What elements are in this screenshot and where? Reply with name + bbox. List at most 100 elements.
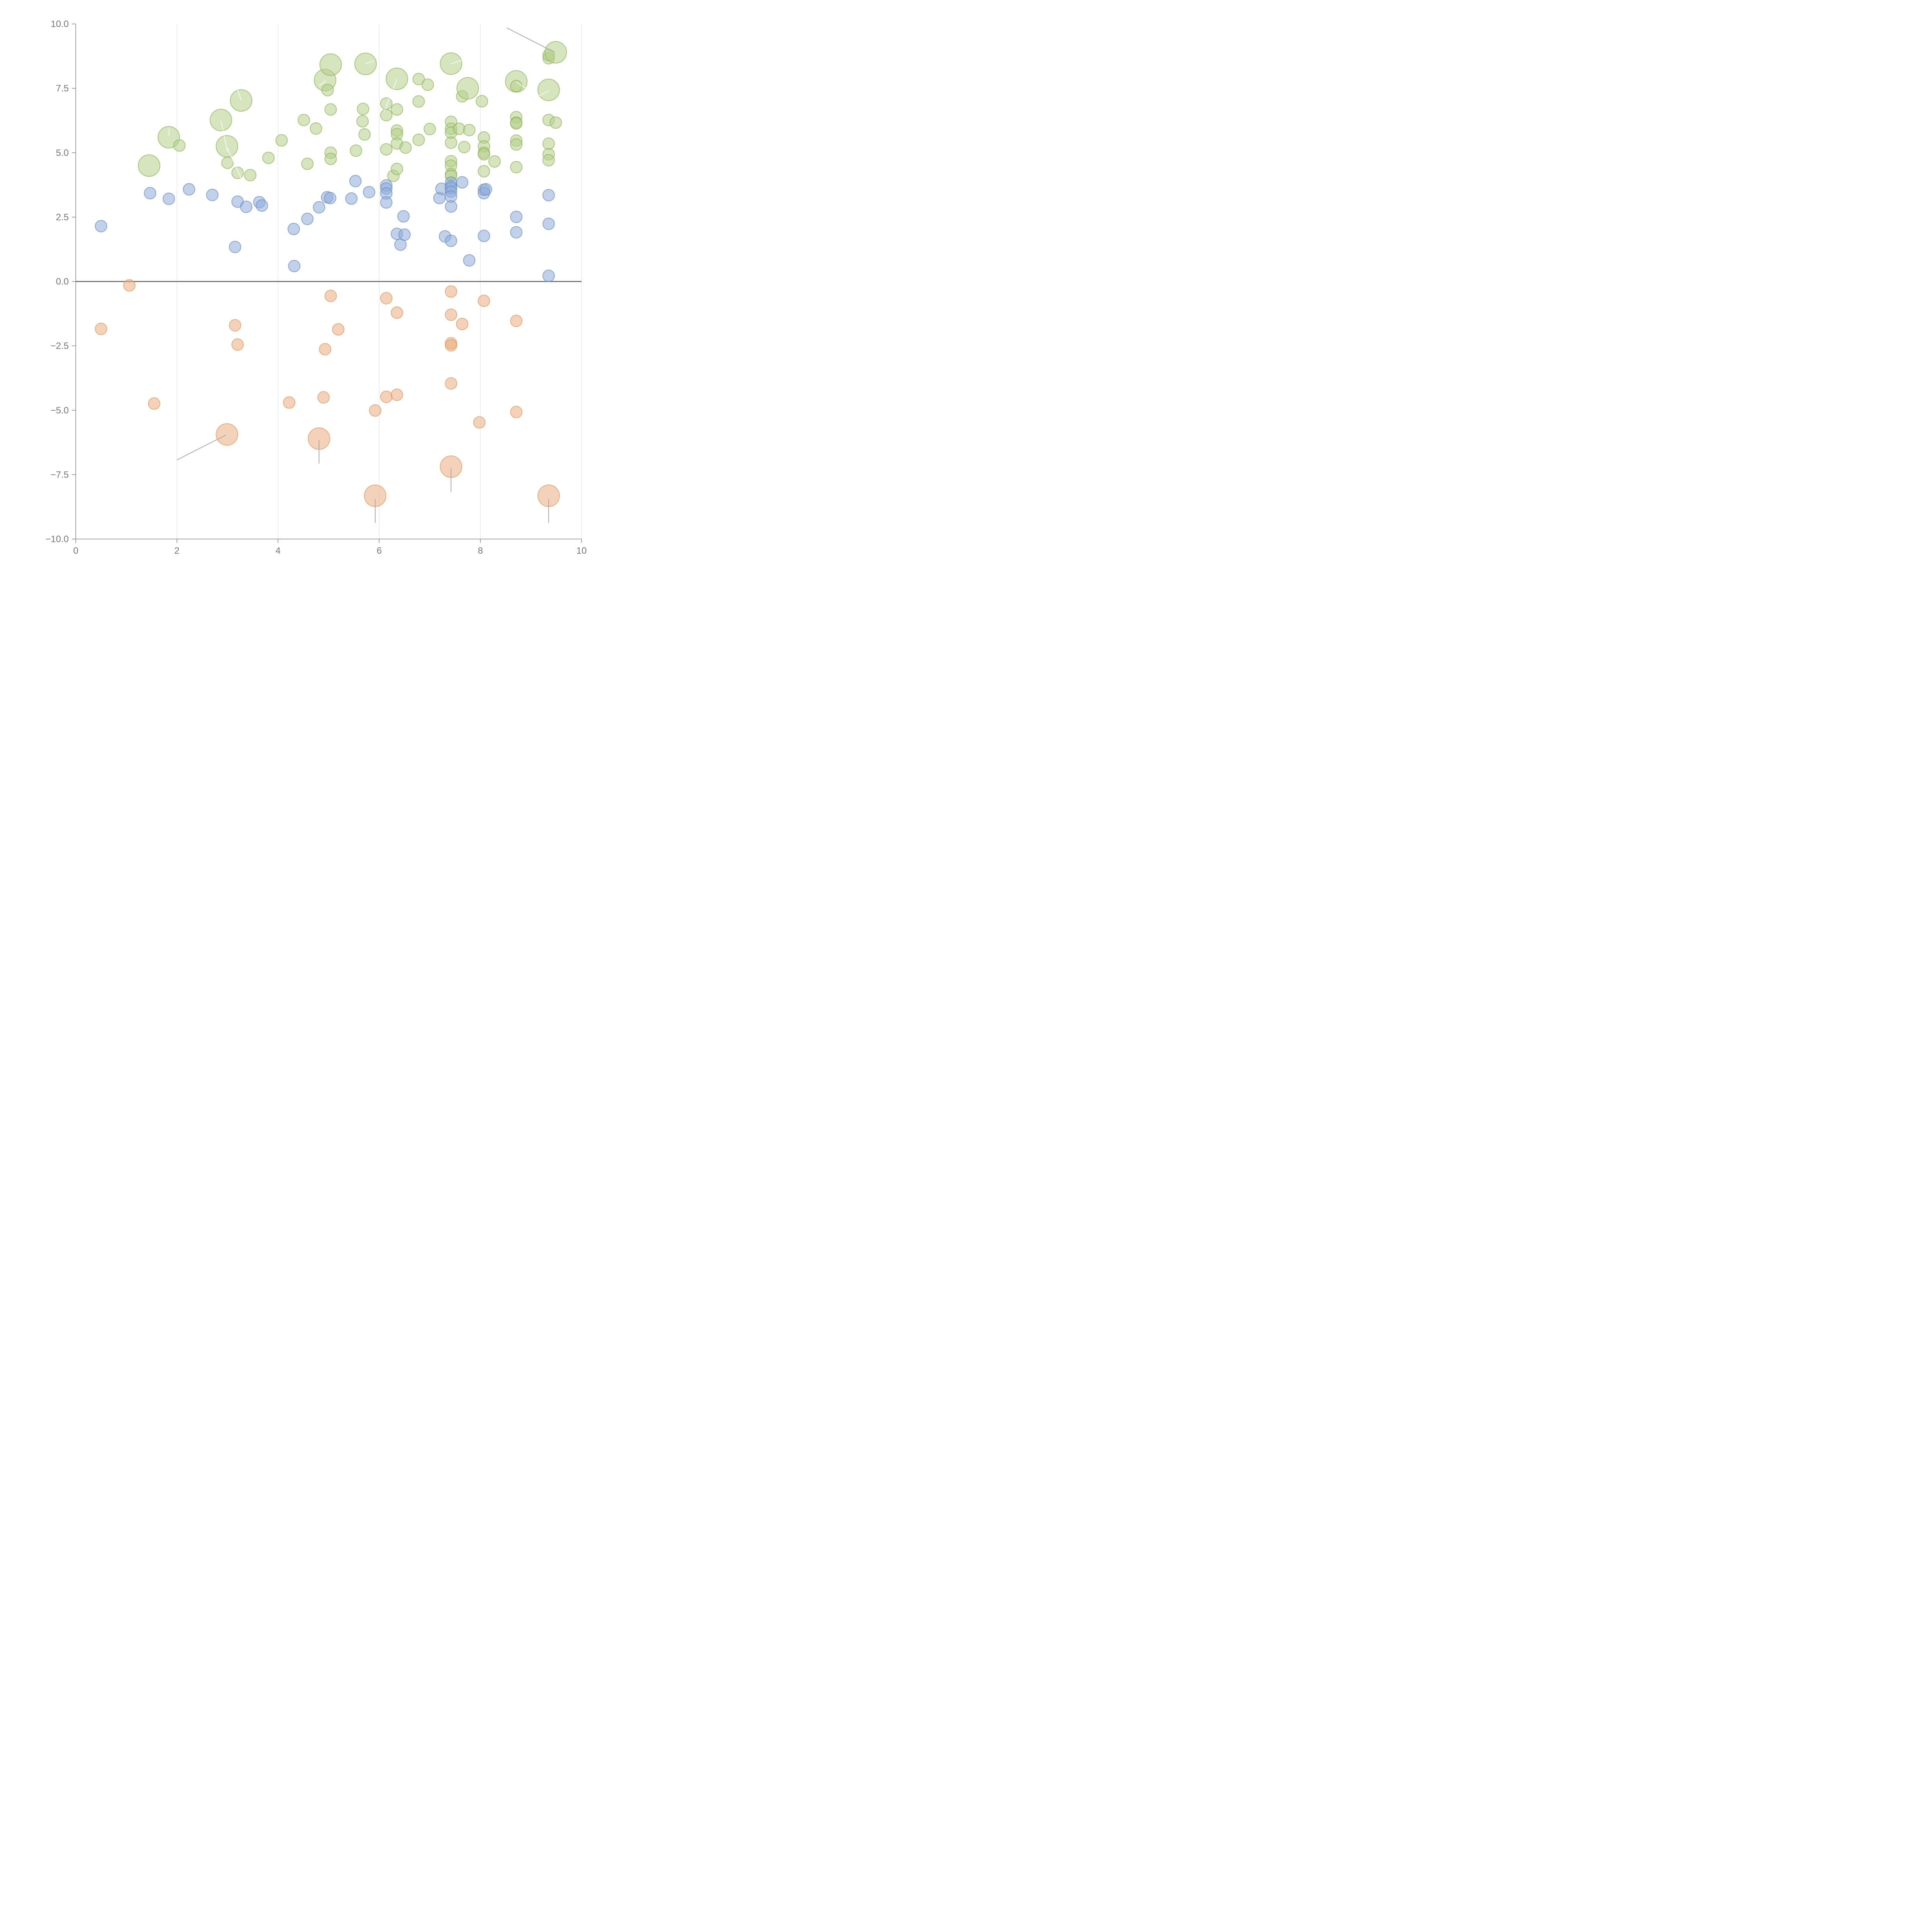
leader-line: [516, 82, 526, 89]
blue-data-point: [95, 220, 107, 233]
green-data-point: [386, 67, 408, 90]
green-data-point: [209, 109, 232, 131]
green-data-point: [244, 169, 257, 182]
x-tick-label: 0: [73, 546, 78, 556]
blue-data-point: [463, 254, 476, 267]
blue-data-point: [144, 187, 156, 199]
green-data-point: [412, 95, 425, 108]
x-tick-label: 6: [377, 546, 382, 556]
green-data-point: [358, 128, 371, 141]
orange-data-point: [319, 343, 332, 355]
x-tick-label: 8: [478, 546, 483, 556]
green-data-point: [445, 136, 457, 149]
blue-data-point: [445, 235, 457, 247]
orange-data-point: [445, 308, 457, 321]
blue-data-point: [397, 210, 410, 223]
x-tick-label: 4: [276, 546, 281, 556]
green-data-point: [537, 78, 560, 101]
leader-line: [237, 89, 242, 100]
orange-data-point: [380, 391, 393, 403]
y-tick-label: 10.0: [51, 19, 69, 29]
orange-data-point: [229, 319, 242, 332]
orange-data-point: [478, 294, 490, 307]
blue-data-point: [301, 213, 314, 225]
orange-data-point: [95, 323, 107, 335]
leader-lines-layer: [168, 27, 555, 523]
blue-data-point: [510, 226, 523, 239]
blue-data-point: [313, 201, 325, 214]
leader-line: [384, 79, 398, 112]
green-data-point: [412, 73, 425, 85]
green-data-point: [357, 102, 369, 115]
leader-line: [506, 27, 555, 53]
green-data-point: [310, 122, 322, 135]
orange-data-point: [123, 279, 136, 292]
y-tick-label: 7.5: [56, 83, 69, 94]
green-data-point: [476, 95, 488, 107]
green-data-point: [298, 114, 310, 126]
x-tick-label: 2: [174, 546, 179, 556]
blue-data-point: [478, 230, 490, 242]
blue-data-point: [324, 192, 337, 204]
blue-data-point: [183, 183, 196, 196]
blue-data-point: [255, 199, 268, 212]
orange-data-point: [324, 289, 337, 302]
green-data-point: [380, 109, 393, 121]
x-tick-label: 10: [577, 546, 587, 556]
orange-data-point: [369, 404, 381, 417]
orange-data-point: [216, 423, 238, 446]
green-data-point: [422, 78, 434, 91]
green-data-point: [458, 141, 471, 153]
blue-data-point: [380, 196, 393, 209]
green-data-point: [510, 138, 523, 151]
blue-data-point: [363, 186, 376, 199]
blue-data-point: [542, 189, 555, 202]
green-data-point: [350, 144, 362, 157]
green-data-point: [549, 116, 562, 129]
orange-data-point: [510, 315, 523, 327]
green-data-point: [456, 77, 479, 100]
green-data-point: [221, 156, 234, 169]
y-tick-label: −7.5: [51, 469, 69, 480]
green-data-point: [478, 165, 490, 178]
leader-line: [226, 147, 247, 190]
green-data-point: [510, 117, 523, 130]
orange-data-point: [445, 377, 457, 390]
leader-line: [319, 80, 327, 86]
green-data-point: [324, 153, 337, 165]
tick-labels-layer: 10.0 7.5 5.0 2.5 0.0 −2.5 −5.0 −7.5 −10.0 0 2 4 6 8 10: [45, 19, 587, 556]
orange-data-point: [445, 285, 457, 298]
orange-data-point: [148, 397, 160, 410]
leader-line: [451, 60, 463, 65]
blue-data-point: [480, 183, 492, 196]
orange-data-point: [283, 396, 296, 409]
green-data-point: [542, 137, 555, 150]
green-data-point: [230, 89, 253, 112]
orange-data-point: [380, 292, 393, 304]
green-data-point: [453, 122, 466, 135]
green-data-point: [391, 103, 403, 116]
blue-data-point: [445, 200, 457, 213]
green-data-point: [138, 154, 160, 177]
blue-data-point: [288, 260, 301, 272]
green-data-point: [380, 97, 393, 110]
y-tick-label: 2.5: [56, 212, 69, 223]
green-data-point: [423, 122, 436, 135]
y-tick-label: −5.0: [51, 405, 69, 416]
blue-data-point: [287, 223, 300, 235]
y-tick-label: −10.0: [45, 534, 69, 544]
leader-line: [538, 90, 549, 97]
green-data-point: [324, 103, 337, 116]
y-tick-label: 5.0: [56, 148, 69, 158]
axes-layer: [75, 24, 582, 539]
blue-data-point: [240, 201, 253, 213]
blue-data-point: [398, 228, 411, 241]
green-data-point: [463, 124, 476, 136]
orange-data-point: [317, 391, 330, 404]
blue-data-point: [542, 218, 555, 230]
blue-data-point: [510, 211, 523, 223]
green-data-point: [544, 41, 567, 64]
blue-data-point: [349, 175, 362, 187]
leader-line: [220, 120, 228, 152]
y-tick-label: 0.0: [56, 277, 69, 287]
